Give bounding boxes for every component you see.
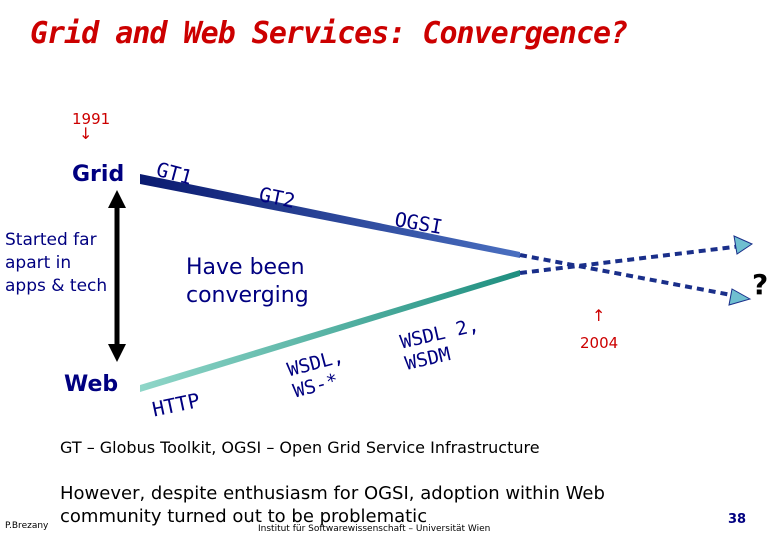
web-dashed-extension bbox=[519, 244, 743, 275]
page-number: 38 bbox=[728, 512, 747, 527]
end-year-label: 2004 bbox=[580, 334, 619, 352]
converging-label: Have been converging bbox=[186, 255, 309, 308]
vertical-arrow-top-head bbox=[108, 190, 126, 208]
vertical-arrow-bottom-head bbox=[108, 344, 126, 362]
grid-dashed-arrowhead bbox=[728, 288, 752, 306]
web-converging-line bbox=[140, 270, 520, 392]
web-dashed-arrowhead bbox=[733, 235, 754, 255]
slide-title: Grid and Web Services: Convergence? bbox=[30, 16, 628, 51]
start-year-label: 1991 bbox=[72, 110, 111, 128]
adoption-note: However, despite enthusiasm for OGSI, ad… bbox=[60, 483, 605, 527]
acronym-legend: GT – Globus Toolkit, OGSI – Open Grid Se… bbox=[60, 438, 540, 457]
grid-label: Grid bbox=[72, 162, 125, 187]
separation-description: Started far apart in apps & tech bbox=[5, 230, 108, 296]
question-mark: ? bbox=[752, 268, 769, 301]
up-arrow-icon: ↑ bbox=[592, 306, 606, 325]
author-footer: P.Brezany bbox=[5, 521, 49, 531]
down-arrow-icon: ↓ bbox=[79, 124, 93, 143]
grid-dashed-extension bbox=[519, 253, 743, 299]
grid-converging-line bbox=[140, 174, 520, 258]
web-label: Web bbox=[64, 372, 119, 397]
institute-footer: Institut für Softwarewissenschaft – Univ… bbox=[258, 524, 491, 534]
